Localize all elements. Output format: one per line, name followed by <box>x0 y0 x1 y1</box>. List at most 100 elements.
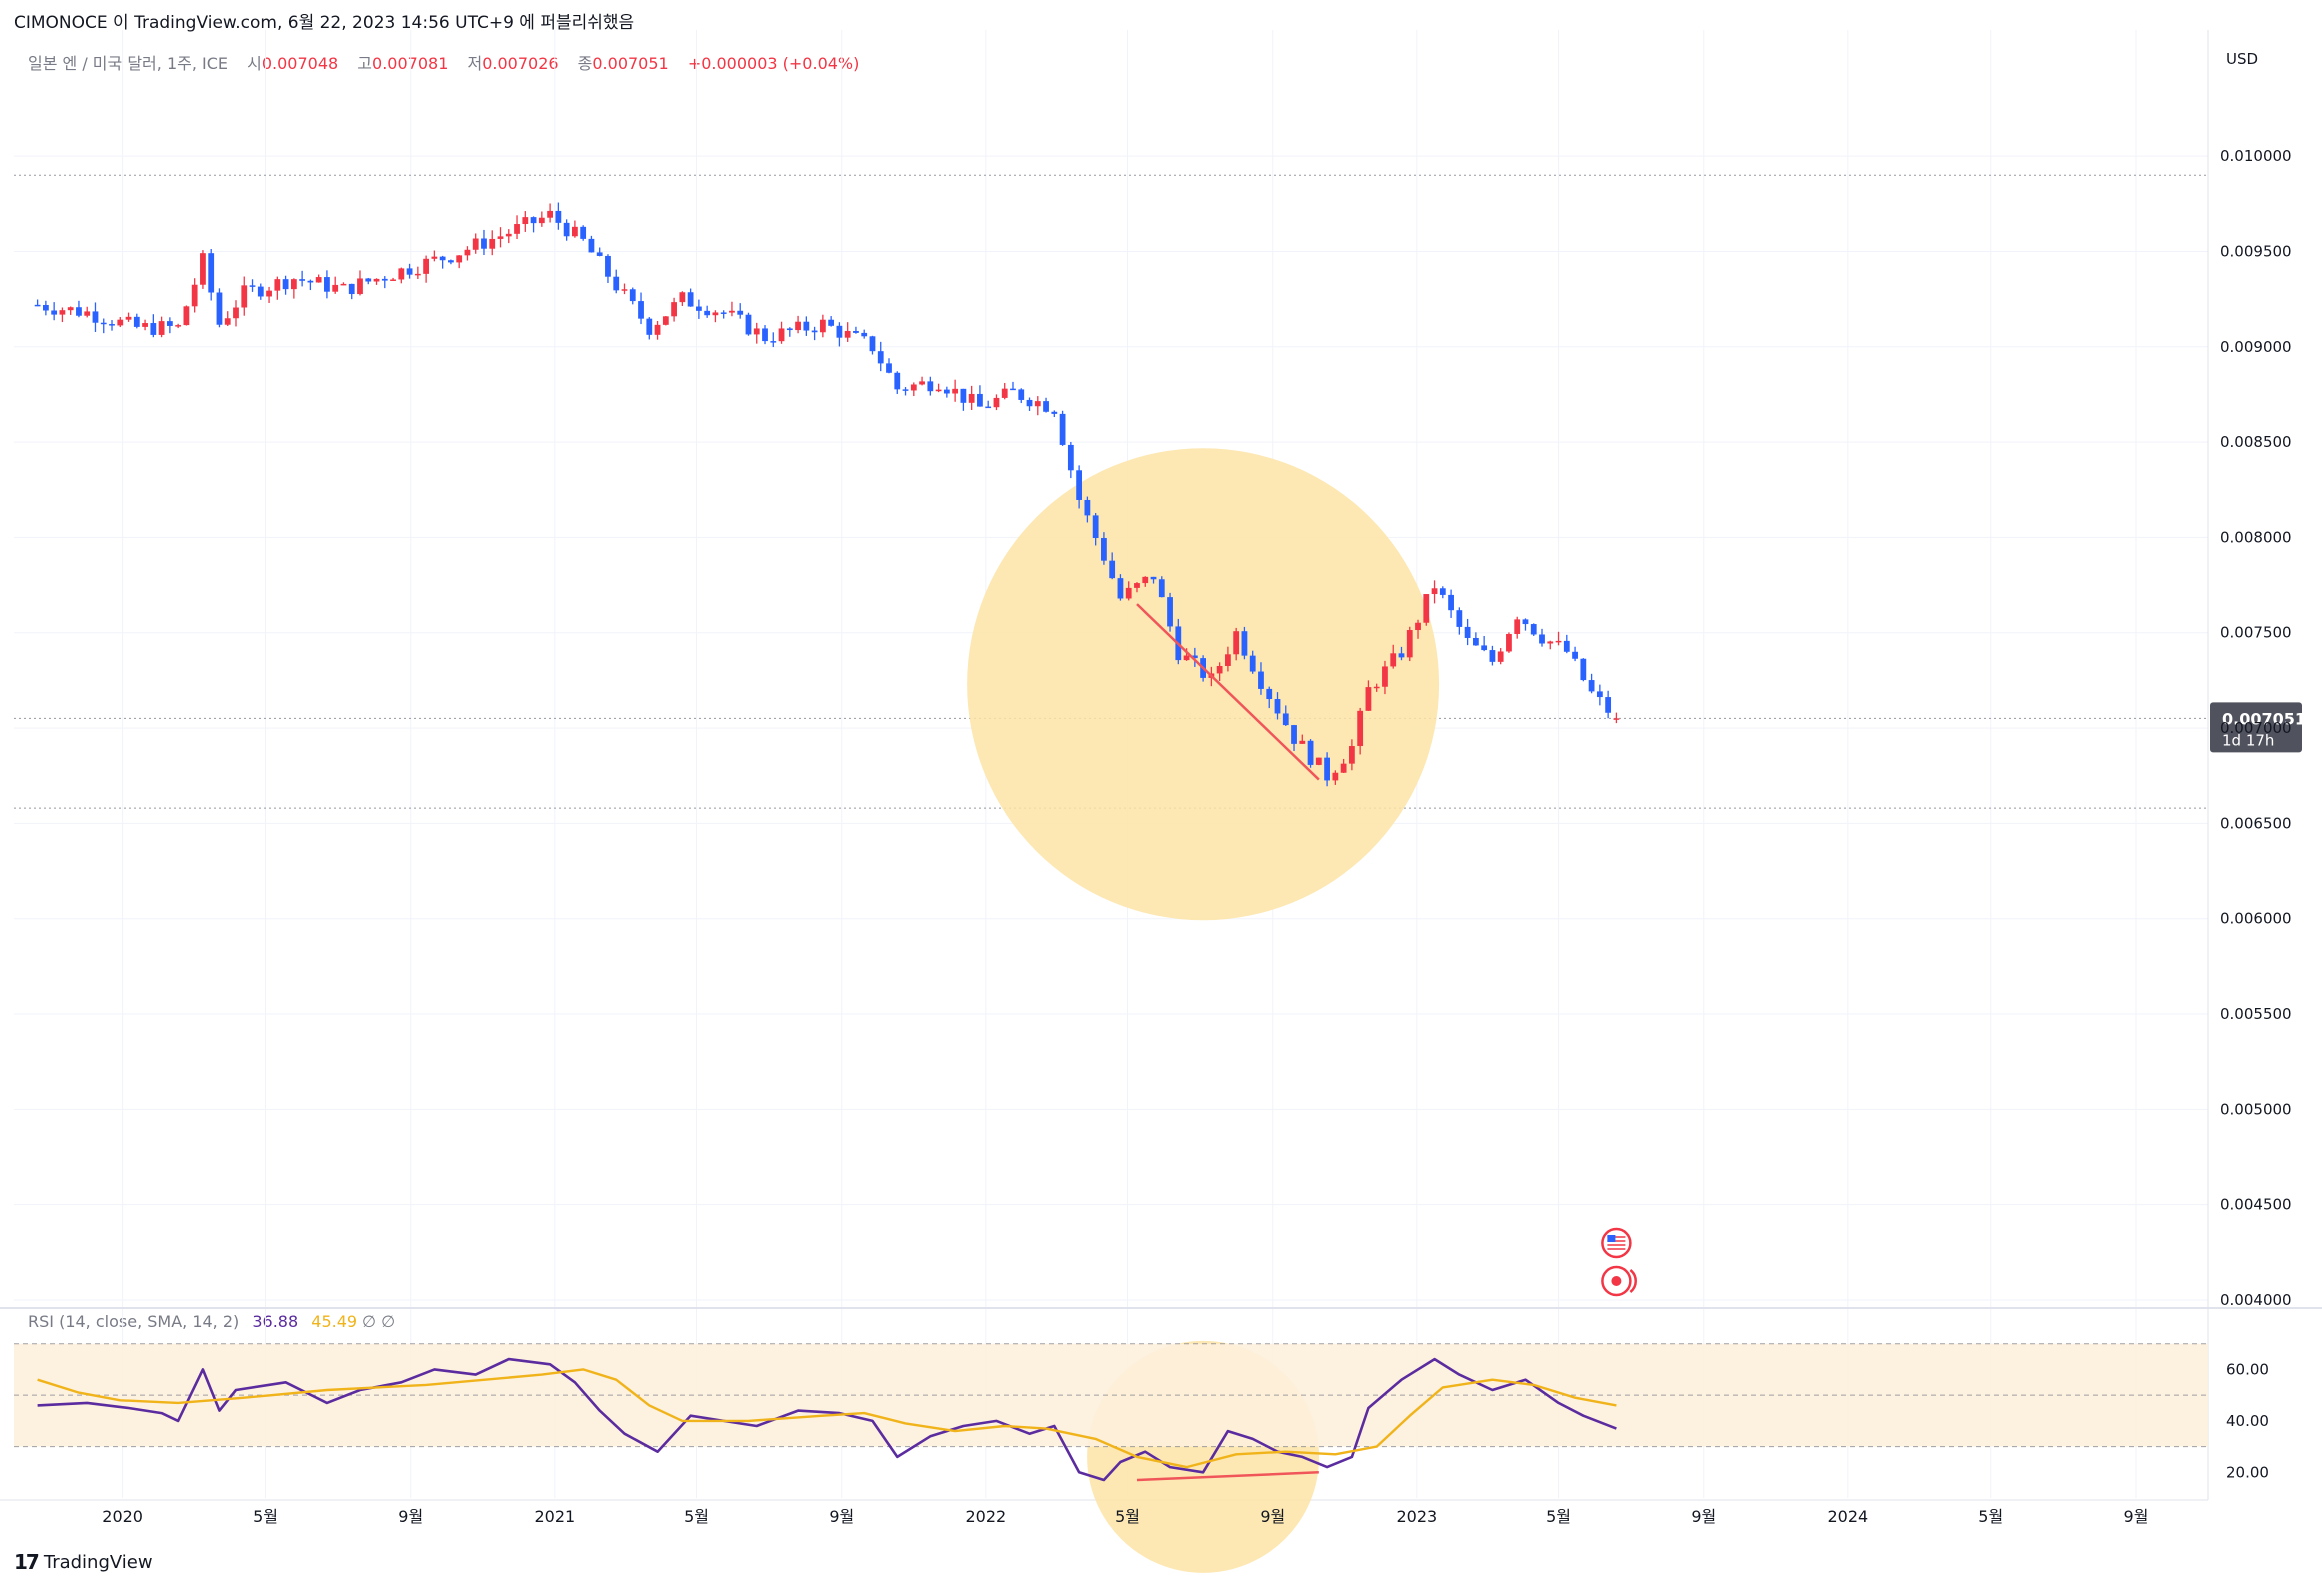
candle-down <box>448 260 454 263</box>
candle-up <box>423 258 430 274</box>
candle-up <box>200 253 206 285</box>
candle-down <box>737 310 744 315</box>
candle-up <box>1390 653 1397 667</box>
candle-down <box>1117 578 1124 599</box>
candle-up <box>59 310 66 315</box>
open-value: 0.007048 <box>261 54 339 73</box>
publish-attribution: CIMONOCE 이 TradingView.com, 6월 22, 2023 … <box>14 13 635 33</box>
candle-down <box>1150 576 1157 580</box>
candle-up <box>621 289 628 291</box>
candle-down <box>100 322 107 325</box>
candle-down <box>1307 740 1314 765</box>
candle-down <box>877 351 884 364</box>
candle-up <box>224 318 231 325</box>
candle-down <box>861 332 868 337</box>
candle-up <box>1382 666 1388 687</box>
candle-down <box>853 330 859 333</box>
candle-down <box>828 319 835 326</box>
candle-down <box>1158 579 1165 598</box>
candle-up <box>1299 740 1306 744</box>
price-tick-label: 0.009500 <box>2220 242 2292 260</box>
candle-up <box>919 381 925 385</box>
symbol-label: 일본 엔 / 미국 달러, 1주, ICE <box>28 54 229 73</box>
candle-up <box>795 321 801 331</box>
candle-down <box>1489 650 1496 662</box>
candle-up <box>489 238 496 249</box>
candle-up <box>968 393 975 403</box>
candle-down <box>960 388 967 403</box>
candle-up <box>431 256 438 259</box>
candle-up <box>778 328 785 342</box>
us-flag-icon-ring <box>1601 1227 1632 1259</box>
candle-up <box>952 388 959 394</box>
candle-down <box>1076 470 1083 500</box>
candle-down <box>704 310 711 316</box>
candle-down <box>406 268 413 275</box>
price-tick-label: 0.006500 <box>2220 814 2292 832</box>
candle-up <box>315 277 322 283</box>
candle-down <box>687 292 694 307</box>
candle-down <box>1448 594 1454 611</box>
candle-up <box>332 284 339 292</box>
candle-down <box>927 381 934 392</box>
time-tick-label: 9월 <box>1691 1507 1716 1526</box>
candle-up <box>117 319 124 326</box>
candle-down <box>1167 597 1173 627</box>
time-tick-label: 9월 <box>1260 1507 1285 1526</box>
candle-down <box>1191 655 1198 659</box>
candle-up <box>729 310 735 313</box>
candle-down <box>869 336 876 352</box>
price-highlight-circle <box>967 448 1440 921</box>
candle-down <box>439 256 446 261</box>
candle-down <box>811 330 818 333</box>
low-value: 0.007026 <box>482 54 559 73</box>
price-tick-label: 0.004000 <box>2220 1291 2292 1309</box>
price-tick-label: 0.005000 <box>2220 1100 2292 1118</box>
time-tick-label: 9월 <box>829 1507 854 1526</box>
high-label: 고 <box>357 54 373 73</box>
time-tick-label: 5월 <box>1115 1507 1140 1526</box>
candle-up <box>1142 576 1149 584</box>
candle-up <box>993 397 1000 408</box>
candle-down <box>76 307 82 316</box>
candle-up <box>935 389 942 392</box>
candle-up <box>1406 630 1413 658</box>
candle-down <box>530 217 537 224</box>
candle-down <box>208 253 215 293</box>
candle-down <box>1522 619 1529 625</box>
candle-up <box>390 279 396 281</box>
candle-up <box>1233 631 1240 655</box>
high-value: 0.007081 <box>372 54 449 73</box>
candle-down <box>216 292 223 325</box>
candle-up <box>1357 710 1364 747</box>
candle-down <box>1274 699 1281 714</box>
candle-down <box>555 210 562 223</box>
candle-down <box>257 286 264 297</box>
candle-down <box>1291 725 1297 744</box>
us-flag-icon <box>1601 1227 1632 1259</box>
low-label: 저 <box>467 54 483 73</box>
time-tick-label: 5월 <box>1978 1507 2003 1526</box>
candle-down <box>613 276 620 291</box>
rsi-value: 36.88 <box>252 1312 299 1331</box>
rsi-divergence-line <box>1136 1471 1319 1482</box>
time-tick-label: 9월 <box>2124 1507 2149 1526</box>
candle-up <box>233 307 239 319</box>
rsi-sma-value: 45.49 <box>311 1312 358 1331</box>
candle-down <box>481 238 487 249</box>
candle-up <box>679 292 686 303</box>
candle-down <box>977 393 983 407</box>
candle-up <box>1134 583 1140 588</box>
candle-down <box>1010 388 1016 391</box>
candle-down <box>1241 631 1248 656</box>
candle-down <box>166 321 173 326</box>
candle-down <box>1605 697 1612 713</box>
candle-down <box>745 314 752 335</box>
rsi-extra: ∅ ∅ <box>362 1312 396 1331</box>
candle-up <box>1555 640 1562 643</box>
candle-up <box>538 217 545 224</box>
candle-down <box>92 311 99 323</box>
price-tick-label: 0.007500 <box>2220 624 2292 642</box>
